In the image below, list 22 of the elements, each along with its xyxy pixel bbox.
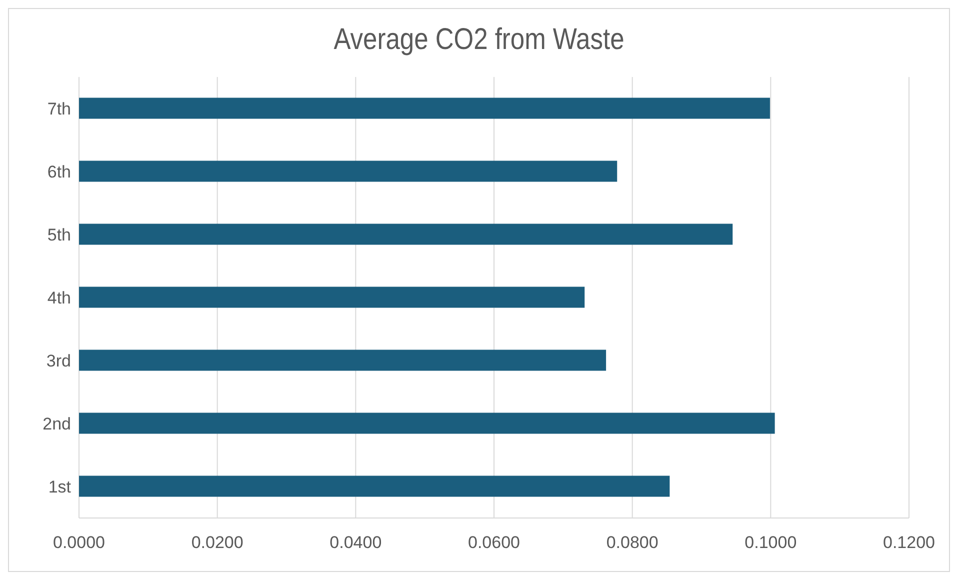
bar: [79, 98, 770, 119]
y-tick-label: 2nd: [42, 414, 71, 434]
x-tick-label: 0.0600: [468, 533, 520, 552]
bar: [79, 412, 775, 434]
y-tick-label: 3rd: [46, 352, 71, 371]
bar: [79, 476, 670, 497]
y-tick-label: 1st: [48, 478, 72, 497]
chart-title: Average CO2 from Waste: [332, 22, 626, 58]
bar: [79, 160, 618, 182]
x-tick-label: 0.0200: [191, 533, 244, 552]
x-tick-label: 0.0400: [330, 533, 382, 552]
y-tick-label: 6th: [47, 162, 71, 182]
x-tick-label: 0.1000: [744, 533, 797, 552]
bar: [79, 350, 606, 371]
x-tick-label: 0.0000: [53, 533, 105, 552]
bar: [79, 224, 733, 245]
x-tick-label: 0.0800: [606, 533, 658, 552]
y-tick-label: 5th: [47, 226, 71, 245]
y-tick-label: 4th: [47, 288, 71, 308]
x-tick-label: 0.1200: [883, 533, 935, 552]
y-tick-label: 7th: [47, 100, 71, 119]
bar: [79, 286, 585, 308]
